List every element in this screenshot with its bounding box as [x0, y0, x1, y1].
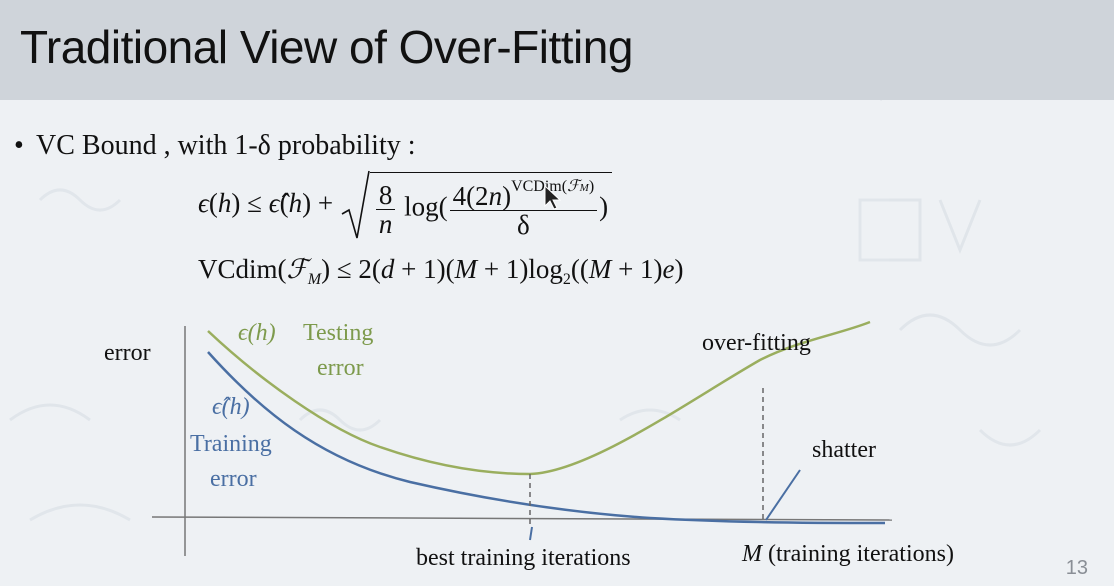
- mouse-cursor-icon: [544, 184, 562, 210]
- training-error-curve: [207, 351, 886, 525]
- training-label-line1: Training: [190, 431, 272, 457]
- bullet-dot: •: [14, 130, 24, 161]
- x-axis-symbol: M: [742, 541, 762, 567]
- equation-vcdim: VCdim(ℱM) ≤ 2(d + 1)(M + 1)log2((M + 1)e…: [198, 254, 684, 288]
- x-axis-label: M (training iterations): [742, 541, 954, 568]
- testing-symbol: ϵ(h): [238, 320, 276, 346]
- shatter-label: shatter: [812, 437, 876, 463]
- testing-label-line1: Testing: [303, 320, 374, 346]
- best-iterations-label: best training iterations: [416, 545, 631, 571]
- sqrt-symbol: [341, 170, 370, 239]
- best-iteration-pointer: [529, 526, 533, 541]
- bullet-text: VC Bound , with 1-δ probability :: [36, 130, 416, 161]
- fraction-growth: 4(2n)VCDim(ℱM) δ: [449, 178, 598, 240]
- x-axis: [151, 516, 893, 521]
- training-label-line2: error: [210, 466, 257, 492]
- shatter-pointer: [765, 469, 801, 521]
- y-axis-label: error: [104, 340, 151, 366]
- overfitting-label: over-fitting: [702, 330, 811, 356]
- x-axis-text: (training iterations): [762, 541, 954, 567]
- bullet-vc-bound: • VC Bound , with 1-δ probability :: [14, 130, 416, 162]
- title-bar: [0, 0, 1114, 100]
- testing-label-line2: error: [317, 355, 364, 381]
- page-number: 13: [1065, 557, 1088, 579]
- training-symbol: ϵ̂(h): [212, 394, 250, 420]
- slide-title: Traditional View of Over-Fitting: [20, 21, 633, 73]
